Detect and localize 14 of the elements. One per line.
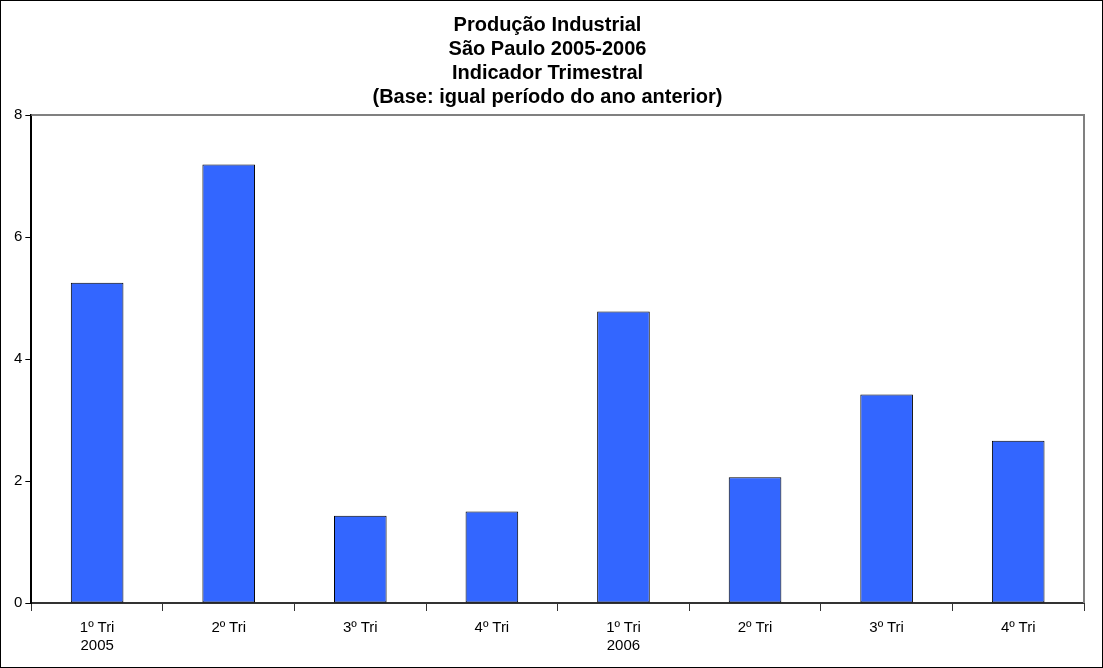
x-tick-label: 4º Tri <box>1000 618 1036 636</box>
x-tick-label: 3º Tri <box>869 618 904 636</box>
x-tick-label: 1º Tri 2006 <box>606 618 641 654</box>
x-tick-label: 1º Tri 2005 <box>79 618 115 654</box>
y-tick-label: 6 <box>14 227 23 245</box>
x-tick-label: 2º Tri <box>211 618 247 636</box>
y-tick-label: 4 <box>14 349 23 367</box>
x-tick-label: 2º Tri <box>737 618 773 636</box>
y-tick-label: 8 <box>14 105 23 123</box>
y-tick-label: 2 <box>14 471 23 489</box>
chart-title: Produção Industrial São Paulo 2005-2006 Indicador Trimestral (Base: igual período do ano anterior) <box>372 12 723 107</box>
y-tick-label: 0 <box>14 593 23 611</box>
x-tick-label: 3º Tri <box>342 618 378 636</box>
x-tick-label: 4º Tri <box>474 618 510 636</box>
